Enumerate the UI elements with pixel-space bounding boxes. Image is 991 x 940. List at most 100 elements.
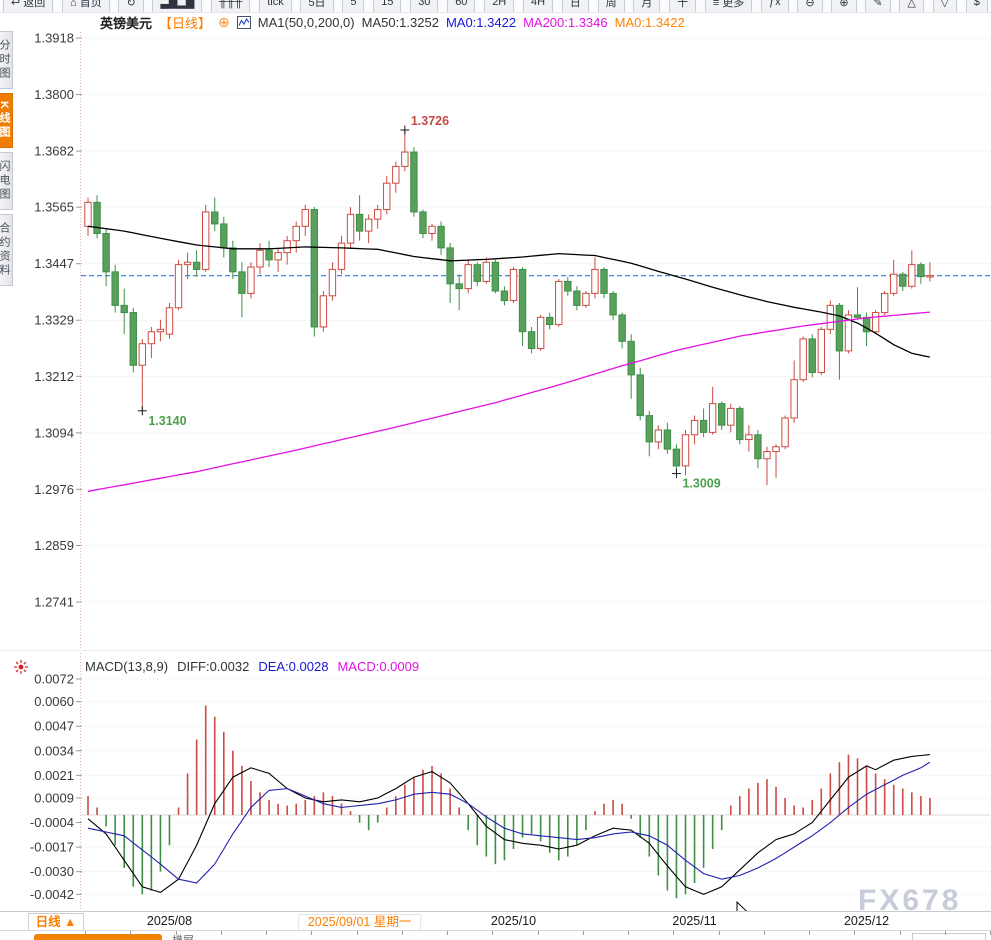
bottom-strip: 横屏	[0, 930, 991, 940]
indicator-gear-icon[interactable]	[14, 660, 28, 674]
toolbar-button-period-5d[interactable]: 5日	[300, 0, 334, 12]
macd-grid: 0.0072 0.0060 0.0047 0.0034 0.0021 0.0009 -0.0…	[30, 671, 990, 902]
toolbar-button-period-custom[interactable]: 十	[669, 0, 697, 12]
toolbar-button-chart-type[interactable]: ▃▆▂▇	[152, 0, 203, 12]
svg-text:0.0060: 0.0060	[34, 694, 74, 709]
axis-tick	[763, 931, 765, 935]
chart-header: 英镑美元 【日线】 ⊕ MA1(50,0,200,0) MA50:1.3252 …	[0, 13, 991, 32]
candlestick-series	[84, 130, 934, 486]
macd-histogram	[87, 705, 931, 899]
sidebar-tab-3[interactable]: 闪电图	[0, 151, 13, 210]
svg-text:1.3447: 1.3447	[34, 256, 74, 271]
period-badge: 【日线】	[159, 16, 212, 31]
axis-tick	[130, 931, 132, 935]
macd-diff-value: DIFF:0.0032	[177, 658, 250, 674]
axis-tick	[809, 931, 810, 935]
period-selector[interactable]: 日线 ▲	[28, 913, 84, 931]
svg-text:1.3140: 1.3140	[148, 414, 186, 428]
toolbar-button-period-week[interactable]: 周	[597, 0, 625, 12]
toolbar-button-period-day[interactable]: 日	[561, 0, 589, 12]
axis-tick	[175, 931, 177, 935]
axis-tick	[356, 931, 358, 935]
landscape-button[interactable]: 横屏	[172, 932, 194, 940]
macd-diff-line	[87, 754, 930, 895]
toolbar-button-triangle-up[interactable]: △	[899, 0, 924, 12]
bottom-orange-button[interactable]	[34, 934, 162, 940]
toolbar-button-price[interactable]: $	[965, 0, 988, 12]
toolbar-button-home[interactable]: ⌂ 首页	[62, 0, 110, 12]
svg-text:1.3329: 1.3329	[34, 313, 74, 328]
axis-tick	[673, 931, 675, 935]
toolbar-button-back[interactable]: ↩ 返回	[3, 0, 54, 12]
toolbar-button-draw[interactable]: ✎	[865, 0, 891, 12]
x-axis-label: 2025/12	[843, 914, 890, 928]
chart-mode-sidebar: 分时图 K线图闪电图合约资料	[0, 31, 14, 290]
toolbar-button-zoom-out[interactable]: ⊖	[797, 0, 823, 12]
svg-text:0.0034: 0.0034	[34, 743, 74, 758]
toolbar-button-period-4h[interactable]: 4H	[523, 0, 554, 12]
svg-text:1.3682: 1.3682	[34, 144, 74, 159]
toolbar-button-period-30m[interactable]: 30	[410, 0, 439, 12]
axis-tick	[220, 931, 222, 935]
axis-tick	[492, 931, 494, 935]
macd-header: MACD(13,8,9) DIFF:0.0032 DEA:0.0028 MACD…	[85, 657, 419, 675]
svg-text:1.3094: 1.3094	[34, 425, 74, 440]
svg-text:1.3726: 1.3726	[411, 114, 449, 128]
x-axis-label: 2025/10	[490, 914, 537, 928]
mini-chart-icon[interactable]	[236, 16, 251, 29]
axis-tick	[628, 931, 629, 935]
toolbar-button-period-2h[interactable]: 2H	[484, 0, 515, 12]
sidebar-tab-2[interactable]: K线图	[0, 93, 13, 148]
axis-tick	[944, 931, 946, 935]
svg-text:1.3565: 1.3565	[34, 200, 74, 215]
ma200-value: MA200:1.3346	[523, 15, 608, 30]
axis-tick	[582, 931, 584, 935]
toolbar-button-more[interactable]: ≡ 更多	[704, 0, 753, 12]
x-axis-bar: 日线 ▲ 2025/08 2025/09/01 星期一 2025/10 2025/11…	[0, 911, 991, 931]
toolbar-button-triangle-down[interactable]: ▽	[932, 0, 958, 12]
bottom-right-button[interactable]	[912, 933, 986, 940]
svg-text:-0.0042: -0.0042	[30, 887, 74, 902]
sidebar-tab-4[interactable]: 合约资料	[0, 213, 13, 286]
axis-tick	[401, 931, 403, 935]
toolbar-button-refresh[interactable]: ↻	[118, 0, 144, 12]
ma50-line	[87, 225, 931, 358]
toolbar-button-period-15m[interactable]: 15	[373, 0, 402, 12]
svg-text:1.3800: 1.3800	[34, 87, 74, 102]
svg-text:1.2741: 1.2741	[34, 595, 74, 610]
axis-tick	[537, 931, 539, 935]
svg-text:0.0009: 0.0009	[34, 790, 74, 805]
svg-text:1.2976: 1.2976	[34, 482, 74, 497]
add-indicator-icon[interactable]: ⊕	[218, 14, 230, 30]
svg-text:0.0047: 0.0047	[34, 719, 74, 734]
main-grid: 1.3918 1.3800 1.3682 1.3565 1.3447 1.3329 1.32…	[34, 31, 990, 610]
axis-tick	[718, 931, 720, 935]
svg-text:0.0072: 0.0072	[34, 671, 74, 686]
svg-text:-0.0017: -0.0017	[30, 840, 74, 855]
ma0-blue-value: MA0:1.3422	[445, 15, 517, 30]
top-toolbar: ↩ 返回 ⌂ 首页 ↻ ▃▆▂▇ ╫╫╫ tick 5日 5 15 30 60 2H 4H 日周月十 ≡ 更…	[0, 0, 991, 13]
symbol-name: 英镑美元	[100, 16, 153, 31]
toolbar-button-formula-fx[interactable]: ƒx	[761, 0, 789, 12]
svg-text:1.3212: 1.3212	[34, 369, 74, 384]
toolbar-button-period-tick[interactable]: tick	[259, 0, 292, 12]
sidebar-tab-1[interactable]: 分时图	[0, 31, 13, 89]
toolbar-button-indicator-settings[interactable]: ╫╫╫	[211, 0, 251, 12]
toolbar-button-period-60m[interactable]: 60	[447, 0, 476, 12]
svg-text:-0.0004: -0.0004	[30, 815, 74, 830]
axis-tick	[266, 931, 267, 935]
axis-tick	[447, 931, 448, 935]
macd-macd-value: MACD:0.0009	[337, 658, 420, 674]
toolbar-button-period-month[interactable]: 月	[633, 0, 661, 12]
macd-formula-label: MACD(13,8,9)	[85, 658, 169, 674]
macd-dea-line	[87, 761, 931, 884]
svg-text:1.3918: 1.3918	[34, 31, 74, 46]
price-annotations: 1.3726 1.3140 1.3009	[137, 114, 721, 491]
toolbar-button-zoom-in[interactable]: ⊕	[831, 0, 857, 12]
x-axis-label: 2025/09/01 星期一	[297, 914, 422, 931]
ma-settings-label: MA1(50,0,200,0)	[257, 15, 355, 30]
toolbar-button-period-5m[interactable]: 5	[342, 0, 365, 12]
axis-tick	[899, 931, 901, 935]
ma50-value: MA50:1.3252	[361, 15, 439, 30]
